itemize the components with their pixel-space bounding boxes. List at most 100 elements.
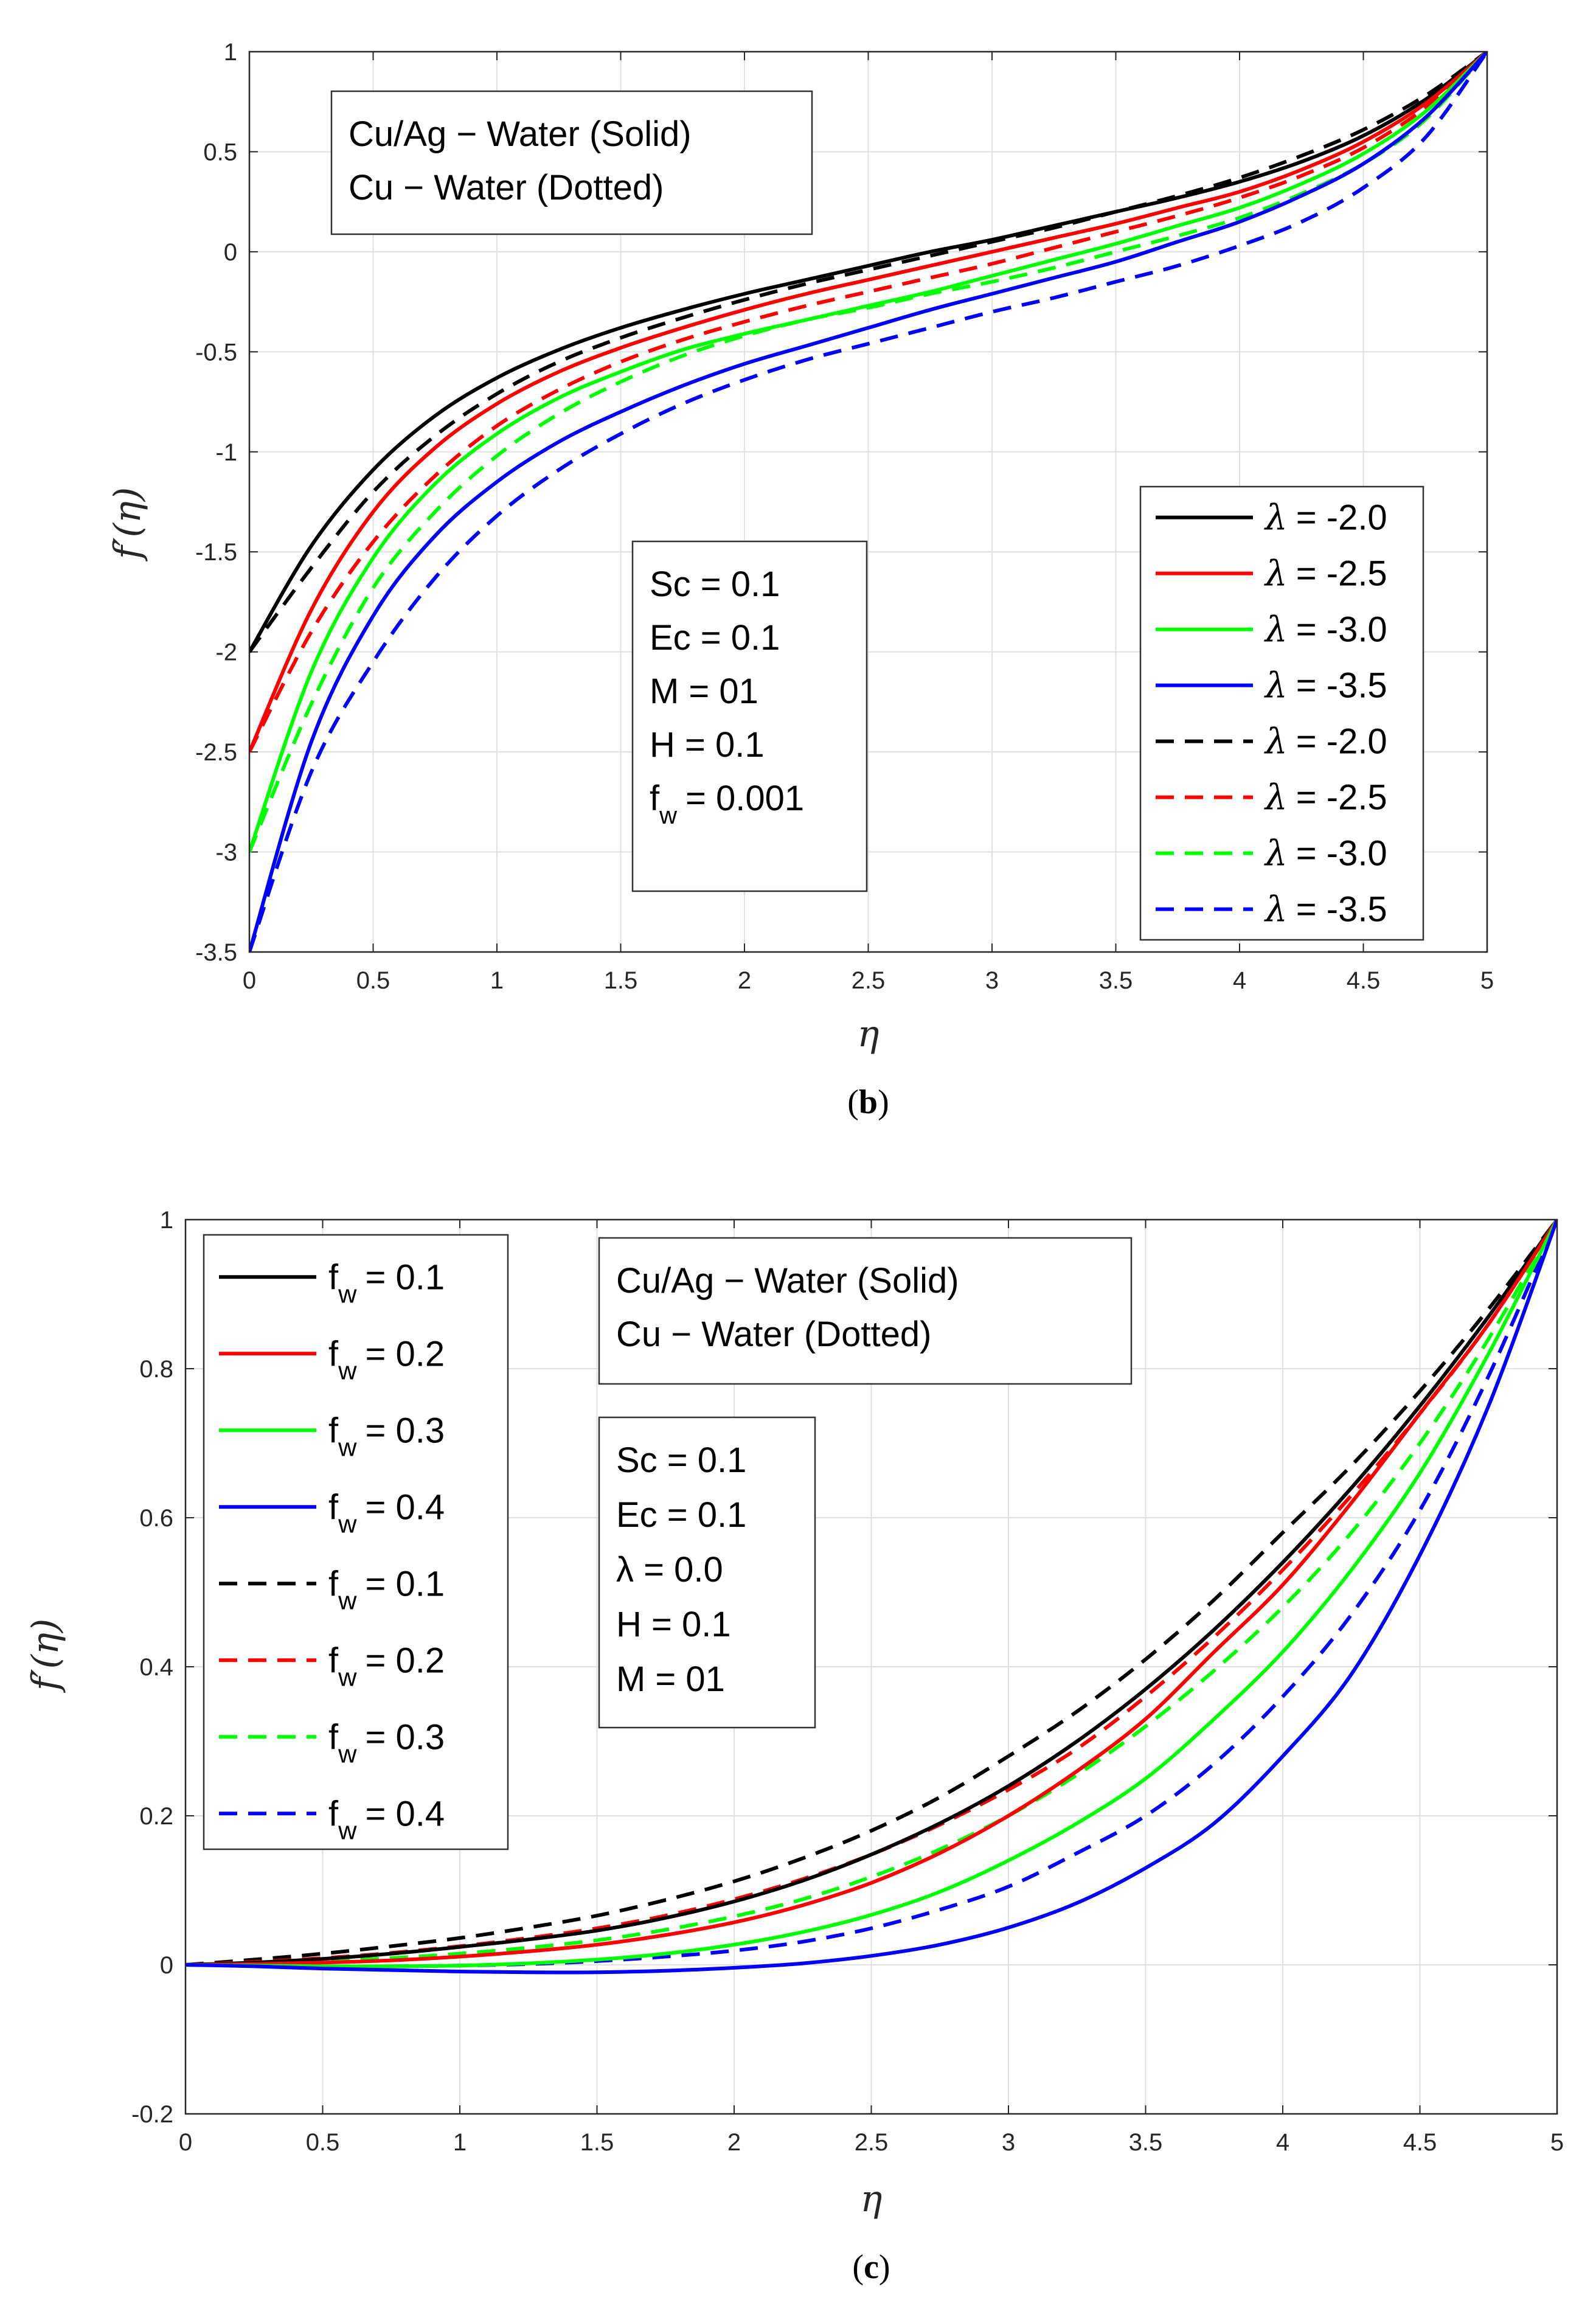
y-axis-label: f′(η) [24,1619,67,1694]
parameter-annotation-line: λ = 0.0 [616,1550,723,1590]
legend-value: = 0.3 [365,1411,445,1450]
legend-entry-label: λ = -3.5 [1264,889,1387,930]
legend-value: = 0.2 [365,1641,445,1680]
x-tick-label: 1.5 [604,967,638,994]
legend-symbol: λ [1264,833,1288,874]
x-tick-label: 2.5 [852,967,886,994]
series-line-solid-3 [249,52,1487,952]
legend-symbol: λ [1264,889,1288,930]
x-tick-label: 4 [1233,967,1246,994]
legend-symbol: λ [1264,609,1288,650]
x-tick-label: 5 [1480,967,1494,994]
series-line-solid-3 [186,1220,1557,1975]
y-tick-label: -1.5 [195,539,237,566]
chart-panel-c: 0 0.5 1 1.5 2 2.5 3 3.5 4 4.5 5-0.200.20.40.60.81η… [24,1207,1564,2286]
legend-symbol: λ [1264,553,1288,594]
legend-value: = 0.4 [365,1794,445,1833]
x-tick-label: 0 [243,967,256,994]
parameter-annotation-box [598,1416,816,1729]
legend-value: = -3.0 [1296,834,1387,874]
legend-value: = -3.5 [1296,666,1387,706]
x-axis-label: η [861,2178,883,2220]
material-annotation-line: Cu − Water (Dotted) [349,168,664,207]
legend-entry-label: λ = -3.0 [1264,609,1387,650]
parameter-annotation-box [631,540,868,892]
legend-subscript: w [338,1586,357,1614]
parameter-annotation-line: Sc = 0.1 [616,1440,746,1480]
y-tick-label: -2.5 [195,739,237,766]
legend-entry-label: fw = 0.4 [328,1794,445,1844]
material-annotation-line: Cu − Water (Dotted) [616,1315,931,1354]
y-tick-label: -3 [215,839,237,866]
panel-label-open: ( [847,1083,859,1121]
x-tick-label: 4 [1276,2129,1289,2156]
series-group [249,52,1487,952]
y-tick-label: 1 [224,39,237,66]
material-annotation-line: Cu/Ag − Water (Solid) [349,114,692,154]
x-tick-label: 3.5 [1129,2129,1163,2156]
x-tick-label: 0.5 [356,967,390,994]
material-annotation-line: Cu/Ag − Water (Solid) [616,1261,959,1301]
series-line-dashed-4 [186,1220,1557,1967]
x-tick-label: 5 [1550,2129,1564,2156]
legend-symbol: λ [1264,497,1288,538]
x-tick-label: 2 [738,967,751,994]
series-line-solid-2 [186,1220,1557,1968]
y-tick-label: 1 [160,1207,173,1234]
legend-entry-label: λ = -2.0 [1264,497,1387,538]
legend-entry-label: λ = -2.5 [1264,553,1387,594]
legend-subscript: w [338,1739,357,1768]
series-line-dashed-6 [186,1220,1557,1967]
x-tick-label: 0.5 [306,2129,340,2156]
parameter-annotation-line: Ec = 0.1 [650,618,780,658]
y-tick-label: -0.5 [195,339,237,366]
panel-label: (c) [852,2248,890,2286]
panel-label-close: ) [878,1083,889,1121]
legend-symbol: f [328,1717,339,1757]
panel-label-letter: b [859,1083,878,1121]
legend-value: = 0.2 [365,1334,445,1374]
y-tick-label: -3.5 [195,939,237,966]
legend-symbol: f [328,1411,339,1450]
x-tick-label: 1.5 [580,2129,614,2156]
x-tick-label: 0 [179,2129,192,2156]
y-tick-label: -0.2 [131,2101,173,2128]
parameter-annotation-line: M = 01 [616,1659,725,1699]
y-tick-label: 0.6 [139,1505,173,1532]
x-tick-label: 4.5 [1347,967,1381,994]
legend-value: = -3.5 [1296,890,1387,929]
y-tick-label: -1 [215,439,237,466]
x-tick-label: 3.5 [1099,967,1133,994]
legend-symbol: f [328,1257,339,1297]
legend-entry-label: fw = 0.1 [328,1257,445,1308]
legend-entry-label: fw = 0.4 [328,1487,445,1538]
y-tick-label: 0.5 [203,139,237,165]
series-line-dashed-5 [249,52,1487,753]
legend-entry-label: λ = -2.5 [1264,777,1387,818]
legend-subscript: w [338,1662,357,1691]
chart-panel-b: 0 0.5 1 1.5 2 2.5 3 3.5 4 4.5 5 -3.5 -3 -2.5 -2 -1.5 -1 -… [106,39,1494,1121]
x-tick-label: 4.5 [1403,2129,1437,2156]
y-tick-label: 0 [160,1952,173,1979]
series-group [186,1220,1557,1975]
legend-subscript: w [338,1509,357,1538]
legend-entry-label: fw = 0.2 [328,1641,445,1691]
panel-label-close: ) [879,2248,890,2286]
x-tick-label: 1 [453,2129,467,2156]
series-line-dashed-4 [249,52,1487,653]
material-annotation-box [330,90,813,235]
x-tick-label: 3 [985,967,999,994]
legend-subscript: w [338,1356,357,1385]
y-tick-label: 0.8 [139,1356,173,1383]
x-tick-label: 2 [727,2129,741,2156]
y-tick-label: 0 [224,239,237,266]
fw-value: = 0.001 [685,779,804,818]
legend-entry-label: fw = 0.3 [328,1717,445,1768]
x-tick-label: 3 [1002,2129,1015,2156]
series-line-solid-0 [186,1220,1557,1967]
series-line-dashed-7 [249,52,1487,952]
legend-symbol: f [328,1334,339,1374]
legend-value: = -2.0 [1296,722,1387,762]
material-annotation-box [598,1237,1133,1385]
